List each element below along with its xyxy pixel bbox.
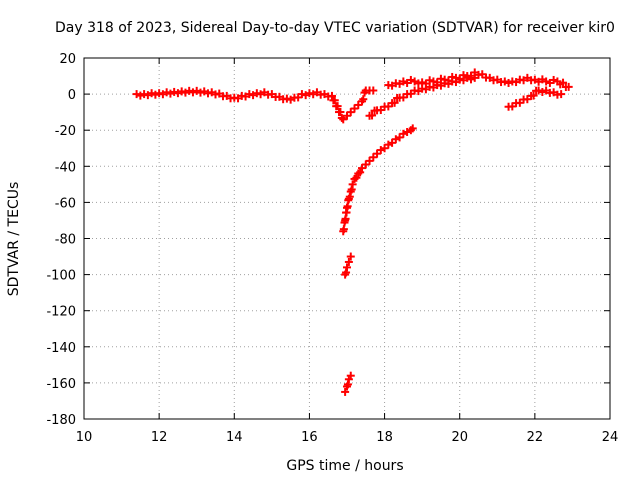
data-point	[341, 387, 350, 396]
y-tick-label: 0	[68, 88, 76, 103]
y-tick-label: -120	[46, 305, 76, 320]
data-point	[538, 87, 547, 96]
y-tick-label: -100	[46, 269, 76, 284]
data-point	[203, 89, 212, 98]
data-point	[368, 111, 377, 120]
data-point	[344, 257, 353, 266]
data-point	[343, 263, 351, 272]
grid	[84, 58, 610, 419]
data-point	[418, 78, 427, 87]
data-point	[151, 90, 160, 99]
x-tick-label: 16	[301, 430, 318, 445]
data-point	[147, 89, 156, 98]
data-point	[337, 113, 346, 122]
x-tick-label: 12	[151, 430, 168, 445]
data-point	[356, 168, 365, 177]
data-point	[549, 75, 558, 84]
data-point	[346, 371, 355, 380]
data-point	[132, 90, 141, 99]
data-point	[564, 82, 573, 91]
y-tick-label: -80	[55, 233, 76, 248]
data-point	[408, 124, 417, 133]
x-axis-label: GPS time / hours	[286, 458, 403, 474]
data-point	[330, 96, 339, 105]
data-point	[399, 77, 408, 86]
data-point	[196, 88, 205, 97]
data-point	[425, 76, 434, 85]
chart-title: Day 318 of 2023, Sidereal Day-to-day VTE…	[55, 20, 615, 36]
y-tick-label: -60	[55, 196, 76, 211]
data-point	[346, 252, 355, 261]
y-tick-label: 20	[59, 52, 76, 67]
data-point	[177, 87, 186, 96]
data-point	[188, 88, 197, 97]
data-point	[136, 91, 145, 100]
data-point	[369, 86, 378, 95]
x-tick-label: 10	[76, 430, 93, 445]
data-marks	[132, 68, 573, 396]
y-tick-label: -180	[46, 413, 76, 428]
data-point	[348, 180, 357, 189]
data-point	[140, 90, 149, 99]
data-point	[559, 78, 568, 87]
x-tick-label: 14	[226, 430, 243, 445]
data-point	[162, 88, 171, 97]
x-tick-label: 18	[376, 430, 393, 445]
y-tick-label: -40	[55, 160, 76, 175]
data-point	[542, 77, 551, 86]
data-point	[390, 98, 399, 107]
data-point	[557, 90, 566, 99]
data-point	[245, 90, 254, 99]
data-point	[529, 91, 538, 100]
x-tick-label: 20	[451, 430, 468, 445]
data-point	[336, 108, 345, 117]
data-point	[414, 79, 423, 88]
data-point	[305, 89, 314, 98]
data-point	[155, 89, 164, 98]
ticks: 10 12 14 16 18 20 22 24 20 0 -20 -40 -60 -80 -100 -120 -…	[46, 52, 618, 445]
data-point	[282, 94, 291, 103]
x-tick-label: 22	[527, 430, 544, 445]
data-point	[170, 87, 179, 96]
data-point	[352, 173, 361, 182]
y-tick-label: -20	[55, 124, 76, 139]
data-point	[359, 95, 368, 104]
data-point	[297, 90, 306, 99]
data-point	[504, 78, 513, 87]
data-point	[252, 89, 261, 98]
data-point	[333, 102, 342, 111]
data-point	[534, 86, 543, 95]
data-point	[406, 75, 415, 84]
y-tick-label: -160	[46, 377, 76, 392]
data-point	[327, 91, 336, 100]
data-point	[185, 86, 194, 95]
data-point	[500, 77, 509, 86]
y-tick-label: -140	[46, 341, 76, 356]
y-axis-label: SDTVAR / TECUs	[6, 182, 22, 297]
x-tick-label: 24	[602, 430, 619, 445]
